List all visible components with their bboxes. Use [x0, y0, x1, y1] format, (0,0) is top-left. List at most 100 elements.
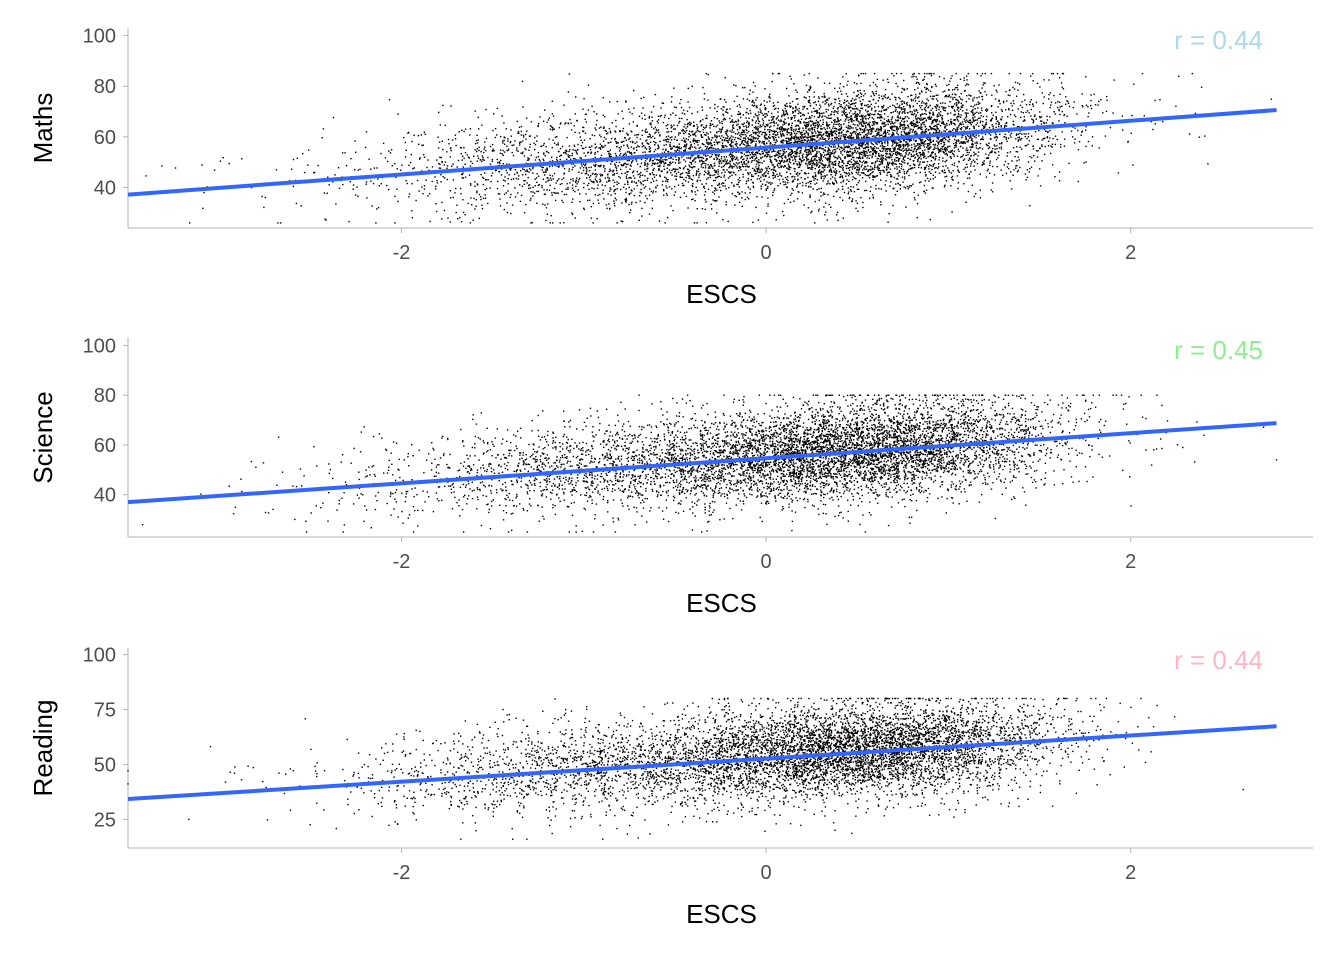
- data-point: [831, 138, 833, 140]
- data-point: [831, 161, 834, 164]
- data-point: [451, 139, 454, 141]
- data-point: [603, 165, 605, 167]
- data-point: [1011, 109, 1014, 112]
- data-point: [845, 115, 847, 117]
- data-point: [948, 138, 951, 141]
- data-point: [999, 133, 1001, 135]
- data-point: [833, 171, 836, 173]
- data-point: [891, 151, 893, 153]
- data-point: [613, 189, 616, 191]
- data-point: [746, 132, 748, 134]
- data-point: [862, 99, 864, 101]
- data-point: [880, 154, 883, 156]
- data-point: [769, 97, 771, 99]
- data-point: [971, 184, 973, 186]
- data-point: [662, 160, 664, 163]
- data-point: [719, 186, 721, 189]
- data-point: [632, 159, 634, 162]
- data-point: [707, 170, 709, 172]
- data-point: [992, 165, 994, 168]
- data-point: [887, 140, 889, 142]
- data-point: [782, 150, 785, 153]
- data-point: [496, 187, 499, 190]
- data-point: [812, 123, 814, 125]
- data-point: [646, 162, 649, 165]
- data-point: [669, 145, 671, 147]
- data-point: [895, 143, 898, 145]
- data-point: [838, 97, 840, 100]
- data-point: [631, 153, 633, 155]
- data-point: [856, 184, 858, 186]
- data-point: [604, 184, 606, 187]
- data-point: [648, 116, 651, 118]
- data-point: [839, 105, 841, 108]
- data-point: [773, 136, 775, 138]
- data-point: [1109, 126, 1112, 129]
- data-point: [872, 81, 875, 84]
- data-point: [635, 201, 637, 204]
- data-point: [857, 188, 860, 190]
- data-point: [641, 145, 644, 148]
- data-point: [943, 147, 946, 150]
- data-point: [1039, 147, 1041, 149]
- data-point: [954, 142, 957, 144]
- data-point: [621, 110, 623, 112]
- data-point: [818, 108, 821, 110]
- data-point: [536, 190, 538, 193]
- data-point: [795, 173, 798, 175]
- data-point: [800, 152, 802, 154]
- data-point: [564, 152, 567, 154]
- data-point: [654, 158, 656, 160]
- data-point: [891, 122, 894, 124]
- data-point: [961, 121, 964, 123]
- data-point: [423, 185, 426, 187]
- data-point: [756, 160, 758, 163]
- data-point: [957, 120, 960, 122]
- data-point: [722, 126, 724, 128]
- data-point: [726, 131, 728, 133]
- data-point: [771, 121, 773, 124]
- data-point: [688, 175, 691, 177]
- data-point: [1022, 120, 1025, 122]
- data-point: [773, 169, 775, 171]
- data-point: [497, 162, 499, 164]
- data-point: [886, 163, 889, 165]
- data-point: [757, 117, 759, 119]
- data-point: [956, 165, 959, 168]
- data-point: [605, 138, 607, 140]
- data-point: [725, 132, 727, 135]
- data-point: [719, 122, 721, 124]
- data-point: [413, 167, 415, 169]
- data-point: [979, 197, 982, 199]
- data-point: [1200, 86, 1203, 88]
- data-point: [850, 186, 852, 188]
- data-point: [907, 125, 910, 127]
- data-point: [975, 193, 977, 195]
- data-point: [606, 160, 609, 162]
- data-point: [591, 134, 593, 136]
- data-point: [528, 187, 530, 190]
- data-point: [832, 131, 834, 133]
- data-point: [782, 210, 784, 213]
- data-point: [503, 151, 506, 153]
- data-point: [963, 77, 965, 79]
- data-point: [788, 153, 790, 155]
- data-point: [803, 139, 805, 142]
- data-point: [827, 138, 830, 140]
- data-point: [890, 181, 892, 183]
- data-point: [608, 203, 610, 205]
- data-point: [756, 115, 759, 117]
- data-point: [864, 134, 867, 136]
- data-point: [783, 129, 785, 132]
- data-point: [943, 77, 945, 80]
- data-point: [779, 155, 781, 157]
- data-point: [909, 139, 912, 141]
- data-point: [1000, 146, 1002, 148]
- data-point: [440, 181, 442, 183]
- data-point: [939, 114, 942, 117]
- data-point: [925, 110, 927, 112]
- data-point: [811, 165, 813, 167]
- data-point: [821, 96, 823, 98]
- data-point: [827, 149, 829, 152]
- data-point: [520, 134, 523, 136]
